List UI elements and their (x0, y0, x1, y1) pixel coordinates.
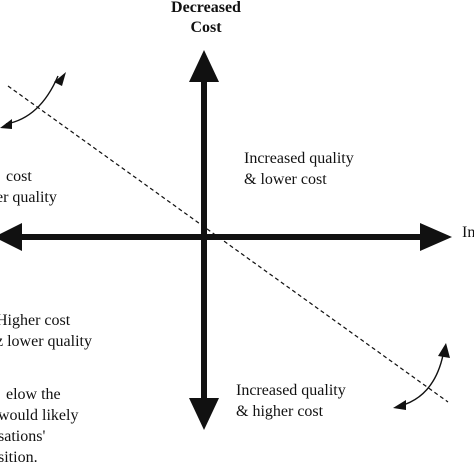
rotation-arrowhead-bottom-end (438, 343, 450, 358)
axis-label-right: In (462, 224, 474, 241)
axis-label-top: Decreased Cost (156, 0, 256, 38)
quadrant-bottom-right-line1: Increased quality (236, 382, 346, 399)
quadrant-bottom-right-line2: & higher cost (236, 403, 324, 420)
quadrant-label-top-left: cost er quality (0, 166, 57, 208)
axis-label-top-line1: Decreased (171, 0, 241, 16)
quadrant-label-top-right: Increased quality & lower cost (244, 148, 354, 190)
rotation-arrow-top (5, 75, 59, 125)
bottom-arrowhead (189, 398, 219, 430)
quadrant-label-bottom-right: Increased quality & higher cost (236, 380, 346, 422)
quadrant-top-right-line2: & lower cost (244, 171, 327, 188)
quadrant-label-bottom-left: Higher cost z lower quality (0, 310, 92, 352)
quadrant-top-right-line1: Increased quality (244, 150, 354, 167)
rotation-arrowhead-top-end (54, 72, 66, 86)
note-line-2: would likely (0, 407, 79, 424)
quadrant-top-left-line2: er quality (0, 189, 57, 206)
rotation-arrowhead-bottom-start (393, 400, 406, 410)
note-line-1: elow the (6, 386, 61, 403)
rotation-arrow-bottom (399, 349, 445, 407)
right-arrowhead (420, 223, 452, 251)
note-line-3: sations' (0, 428, 46, 445)
left-arrowhead (0, 223, 22, 251)
quadrant-bottom-left-line1: Higher cost (0, 312, 71, 329)
dashed-diagonal-line (7, 85, 449, 403)
rotation-arrowhead-top-start (0, 119, 12, 129)
axis-label-top-line2: Cost (190, 19, 222, 36)
top-arrowhead (189, 50, 219, 82)
quadrant-top-left-line1: cost (6, 168, 32, 185)
note-text: elow the would likely sations' sition. (0, 384, 78, 468)
quadrant-bottom-left-line2: z lower quality (0, 333, 92, 350)
note-line-4: sition. (0, 449, 38, 466)
